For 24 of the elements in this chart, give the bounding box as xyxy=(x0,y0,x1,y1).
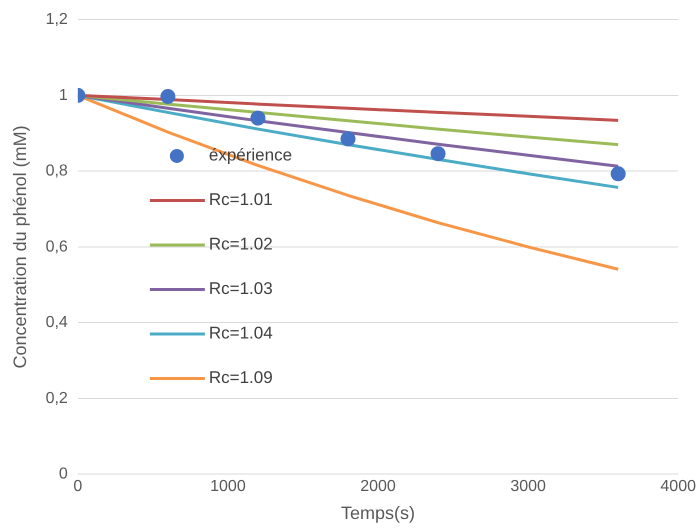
x-axis-title: Temps(s) xyxy=(341,503,416,524)
x-tick-label: 1000 xyxy=(210,478,246,496)
y-tick-label: 1,2 xyxy=(46,11,68,28)
y-tick-label: 0 xyxy=(58,466,68,483)
y-tick-label: 0,6 xyxy=(46,238,68,256)
y-tick-label: 0,2 xyxy=(46,390,68,407)
x-tick-label: 2000 xyxy=(360,478,396,496)
x-tick-label: 3000 xyxy=(510,478,546,496)
legend-label: Rc=1.09 xyxy=(208,368,273,388)
legend-label: Rc=1.02 xyxy=(208,234,273,254)
point xyxy=(250,110,266,126)
y-tick-label: 1 xyxy=(58,86,68,104)
y-tick-label: 0,8 xyxy=(46,162,68,180)
legend-label: Rc=1.03 xyxy=(208,279,273,298)
legend-label: Rc=1.01 xyxy=(208,190,273,210)
y-axis-title: Concentration du phénol (mM) xyxy=(10,125,30,368)
point xyxy=(160,89,176,104)
point xyxy=(430,146,446,162)
x-tick-label: 0 xyxy=(73,478,82,496)
x-tick-label: 4000 xyxy=(660,478,696,496)
legend-label: Rc=1.04 xyxy=(208,324,273,343)
point xyxy=(610,166,626,182)
point xyxy=(340,131,356,146)
y-tick-label: 0,4 xyxy=(46,314,68,332)
